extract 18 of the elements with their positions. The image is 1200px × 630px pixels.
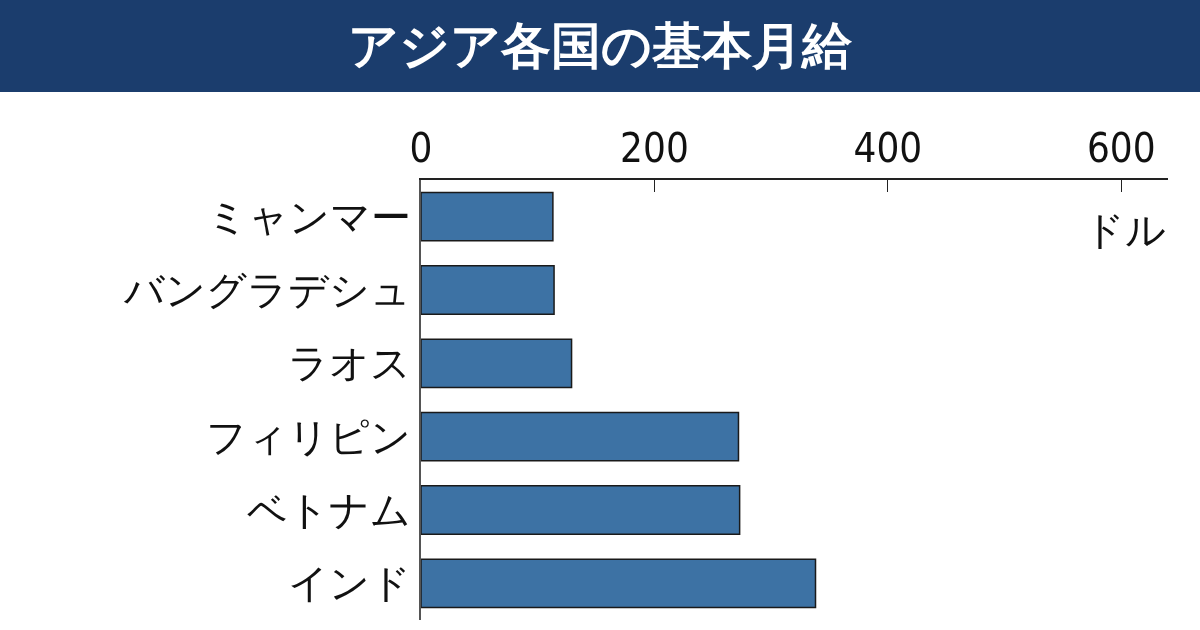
bar xyxy=(421,558,817,609)
x-tick-label: 0 xyxy=(409,125,433,172)
bar xyxy=(421,411,740,462)
chart-title: アジア各国の基本月給 xyxy=(0,0,1200,92)
y-tick-label: ミャンマー xyxy=(207,193,411,240)
bar xyxy=(421,485,741,535)
y-tick-label: フィリピン xyxy=(206,413,411,460)
y-tick-label: バングラデシュ xyxy=(123,267,411,313)
bar xyxy=(421,265,555,315)
y-tick-label: インド xyxy=(288,560,411,607)
x-tick-label: 400 xyxy=(853,125,923,172)
x-tick-label: 600 xyxy=(1086,125,1156,172)
bar xyxy=(421,191,554,242)
bar xyxy=(421,338,573,389)
annotation: ドル xyxy=(1084,201,1166,256)
y-tick-label: ラオス xyxy=(288,340,411,387)
x-tick-label: 200 xyxy=(620,125,689,172)
y-tick-label: ベトナム xyxy=(247,487,411,533)
